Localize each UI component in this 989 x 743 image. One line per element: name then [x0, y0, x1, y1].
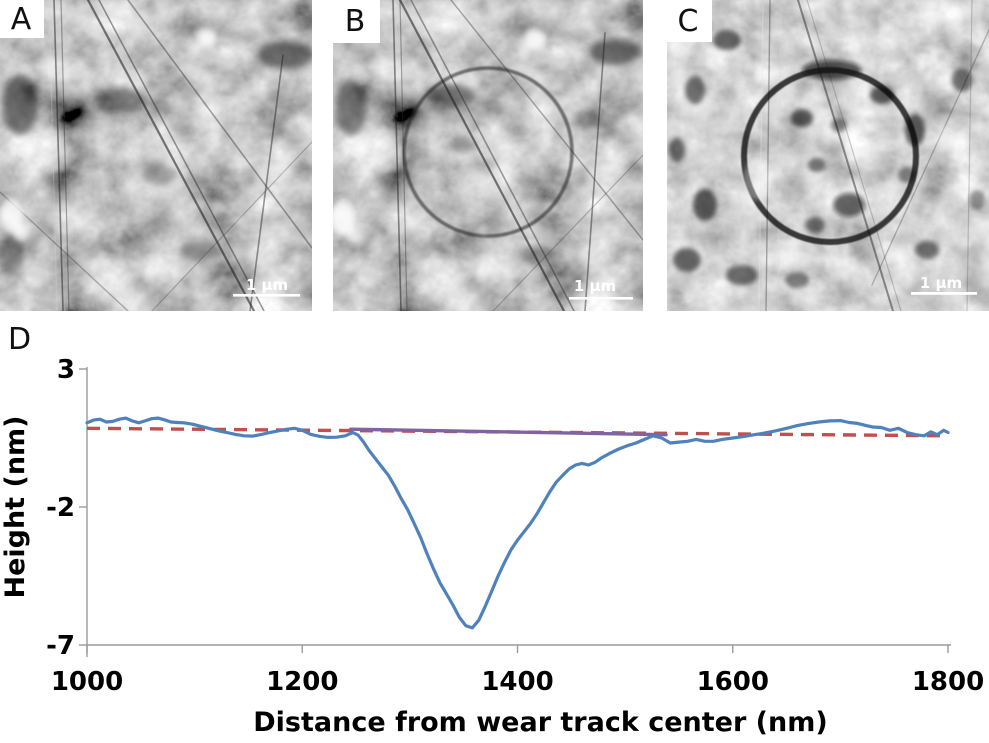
x-tick-label: 1200 — [266, 667, 338, 697]
series-indent-region-level — [349, 427, 668, 437]
y-tick-label: -7 — [46, 631, 75, 661]
series-afm-height-profile — [85, 416, 950, 630]
scale-bar-label-c: 1 μm — [920, 274, 962, 292]
micrograph-panel-b: B 1 μm — [333, 0, 643, 311]
micrograph-texture-c — [667, 0, 989, 311]
y-tick-label: 3 — [57, 355, 75, 385]
panel-label-box-c — [667, 0, 712, 42]
scratch-lines-b — [392, 0, 643, 311]
indent-ring-b — [402, 66, 574, 238]
x-axis-title: Distance from wear track center (nm) — [253, 707, 827, 738]
micrograph-panel-a: A 1 μm — [0, 0, 312, 311]
bright-spots-b — [333, 29, 546, 245]
x-tick-label: 1800 — [912, 667, 984, 697]
dark-patches-c — [669, 30, 985, 288]
scratch-lines-c — [758, 0, 989, 311]
bright-patches-c — [707, 52, 957, 200]
x-tick-label: 1000 — [51, 667, 123, 697]
scale-bar-a — [233, 294, 300, 297]
scale-bar-c — [911, 292, 977, 295]
bright-spots-a — [0, 28, 290, 240]
micrograph-panel-c: C 1 μm — [667, 0, 989, 311]
dark-patches-a — [0, 41, 312, 275]
scale-bar-label-a: 1 μm — [246, 276, 288, 294]
panel-label-c: C — [678, 4, 699, 39]
dark-patches-b — [335, 39, 641, 264]
panel-label-d: D — [8, 322, 32, 357]
profile-chart: 3 -2 -7 1000 1200 1400 1600 1800 Distance from w… — [0, 355, 984, 738]
scale-bar-b — [569, 297, 633, 300]
scale-bar-label-b: 1 μm — [574, 277, 616, 295]
x-tick-label: 1600 — [697, 667, 769, 697]
panel-label-box-a — [0, 0, 44, 38]
panel-label-a: A — [11, 2, 32, 37]
y-tick-label: -2 — [46, 493, 75, 523]
chart-panel: 3 -2 -7 1000 1200 1400 1600 1800 Distance from w… — [0, 318, 989, 743]
y-axis-title: Height (nm) — [0, 415, 31, 598]
x-tick-label: 1400 — [481, 667, 553, 697]
panel-label-b: B — [345, 4, 366, 39]
panel-label-box-b — [333, 0, 380, 43]
